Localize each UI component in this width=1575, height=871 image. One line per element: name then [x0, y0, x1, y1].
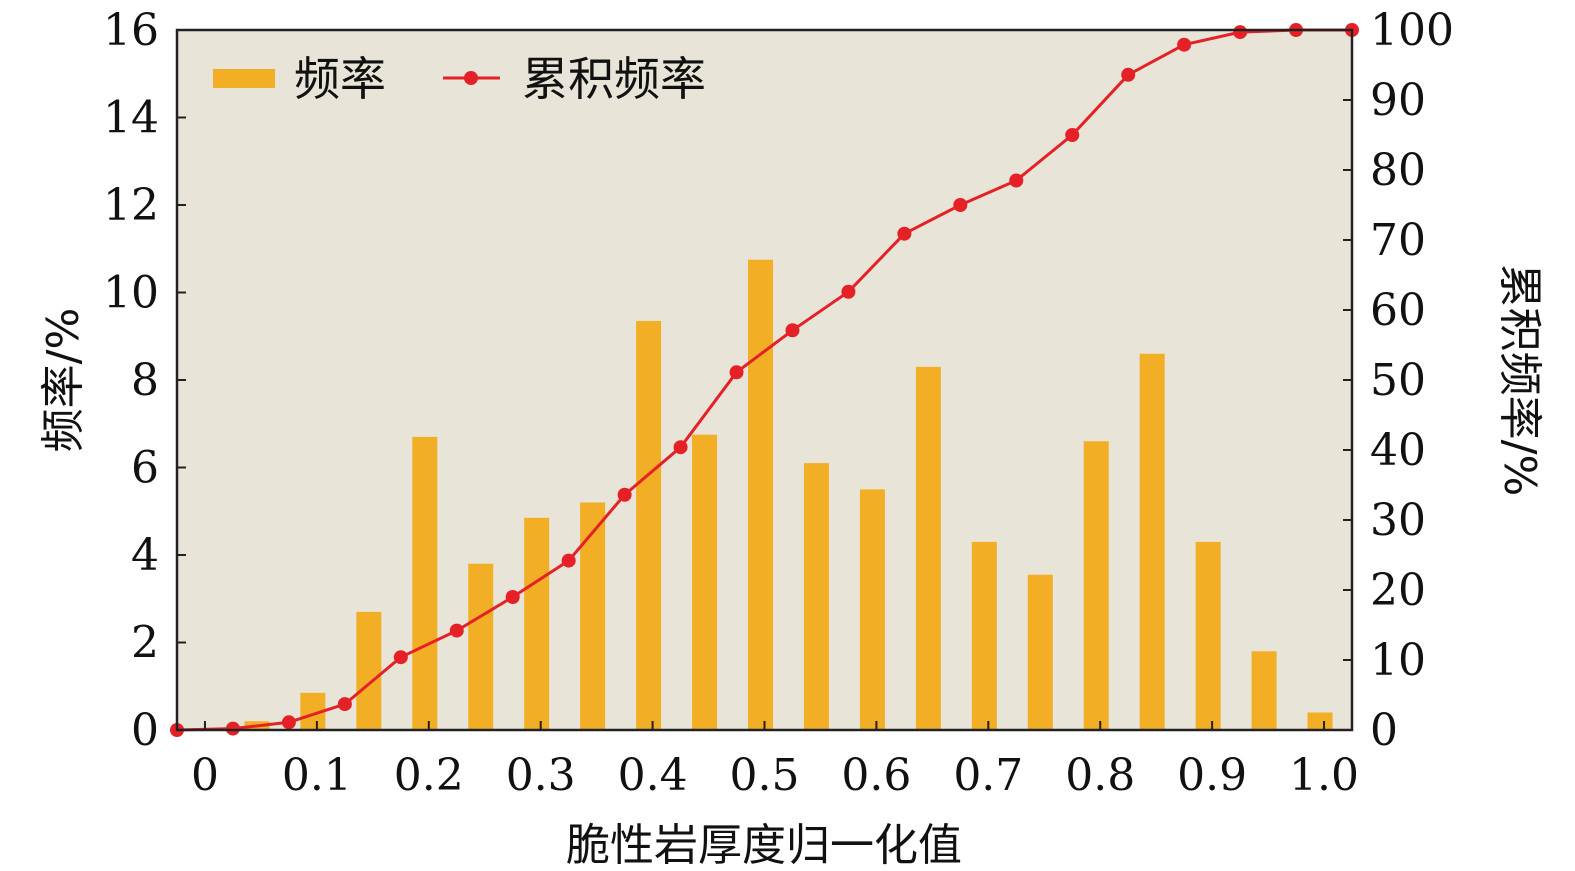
right-tick-label-1: 10	[1370, 635, 1426, 686]
bar-8	[692, 434, 718, 730]
cumulative-point-9	[673, 440, 688, 455]
cumulative-point-4	[393, 650, 408, 665]
left-tick-label-6: 12	[103, 180, 159, 231]
right-tick-label-5: 50	[1370, 355, 1426, 406]
bar-3	[412, 436, 438, 730]
left-tick-label-8: 16	[103, 5, 159, 56]
cumulative-point-11	[785, 323, 800, 338]
cumulative-point-19	[1233, 25, 1248, 40]
cumulative-point-15	[1009, 173, 1024, 188]
right-tick-label-3: 30	[1370, 495, 1426, 546]
cumulative-point-1	[225, 721, 240, 736]
x-tick-label-4: 0.4	[618, 750, 688, 801]
cumulative-line	[176, 28, 1352, 732]
cumulative-point-3	[337, 697, 352, 712]
right-tick-label-9: 90	[1370, 75, 1426, 126]
legend-line-marker	[464, 71, 478, 85]
right-tick-label-2: 20	[1370, 565, 1426, 616]
bar-4	[468, 563, 494, 730]
cumulative-point-13	[897, 226, 912, 241]
bar-5	[524, 517, 550, 730]
x-tick-label-5: 0.5	[730, 750, 800, 801]
x-tick-label-0: 0	[191, 750, 219, 801]
right-tick-label-10: 100	[1370, 5, 1454, 56]
legend-bar-swatch	[213, 69, 275, 88]
left-tick-label-0: 0	[131, 705, 159, 756]
bar-13	[971, 541, 997, 730]
bar-11	[859, 489, 885, 730]
right-tick-label-8: 80	[1370, 145, 1426, 196]
left-axis-title: 频率/%	[38, 308, 89, 453]
bars-layer	[244, 259, 1333, 730]
cumulative-point-17	[1121, 67, 1136, 82]
x-tick-label-3: 0.3	[506, 750, 576, 801]
right-tick-label-0: 0	[1370, 705, 1398, 756]
bar-16	[1139, 353, 1165, 730]
right-tick-label-7: 70	[1370, 215, 1426, 266]
left-tick-label-4: 8	[131, 355, 159, 406]
left-tick-label-2: 4	[131, 530, 159, 581]
legend-bar-label: 频率	[294, 52, 386, 106]
bar-17	[1195, 541, 1221, 730]
right-tick-label-4: 40	[1370, 425, 1426, 476]
legend-line-label: 累积频率	[522, 52, 706, 106]
x-axis-title: 脆性岩厚度归一化值	[566, 820, 962, 871]
cumulative-point-10	[729, 365, 744, 380]
bar-12	[915, 366, 941, 730]
cumulative-point-8	[617, 487, 632, 502]
right-axis-title: 累积频率/%	[1494, 264, 1545, 497]
bar-15	[1083, 441, 1109, 730]
bar-19	[1307, 712, 1333, 730]
right-tick-label-6: 60	[1370, 285, 1426, 336]
bar-2	[356, 611, 382, 730]
bar-10	[803, 463, 829, 730]
bar-14	[1027, 574, 1053, 730]
cumulative-point-16	[1065, 128, 1080, 142]
left-tick-label-7: 14	[103, 93, 159, 144]
x-tick-label-6: 0.6	[841, 750, 911, 801]
x-tick-label-8: 0.8	[1065, 750, 1135, 801]
cumulative-point-5	[449, 623, 464, 638]
x-tick-label-2: 0.2	[394, 750, 464, 801]
cumulative-point-18	[1177, 37, 1192, 52]
x-tick-label-10: 1.0	[1289, 750, 1359, 801]
left-tick-label-3: 6	[131, 443, 159, 494]
left-tick-label-5: 10	[103, 268, 159, 319]
cumulative-point-2	[281, 715, 296, 730]
legend: 频率 累积频率	[213, 52, 706, 106]
cumulative-point-7	[561, 553, 576, 568]
bar-6	[580, 502, 606, 730]
x-tick-label-7: 0.7	[953, 750, 1023, 801]
cumulative-point-14	[953, 198, 968, 212]
cumulative-point-12	[841, 284, 856, 299]
left-tick-label-1: 2	[131, 618, 159, 669]
x-tick-label-1: 0.1	[282, 750, 352, 801]
x-tick-label-9: 0.9	[1177, 750, 1247, 801]
bar-9	[748, 259, 773, 730]
bar-7	[636, 320, 662, 730]
ticks-layer: 0 2 4 6 8 10 12 14 16 0 10 20 30 40 50 60 70 80 90 100 0 0.1 0…	[103, 5, 1454, 801]
cumulative-point-6	[505, 590, 520, 604]
bar-18	[1251, 651, 1277, 730]
